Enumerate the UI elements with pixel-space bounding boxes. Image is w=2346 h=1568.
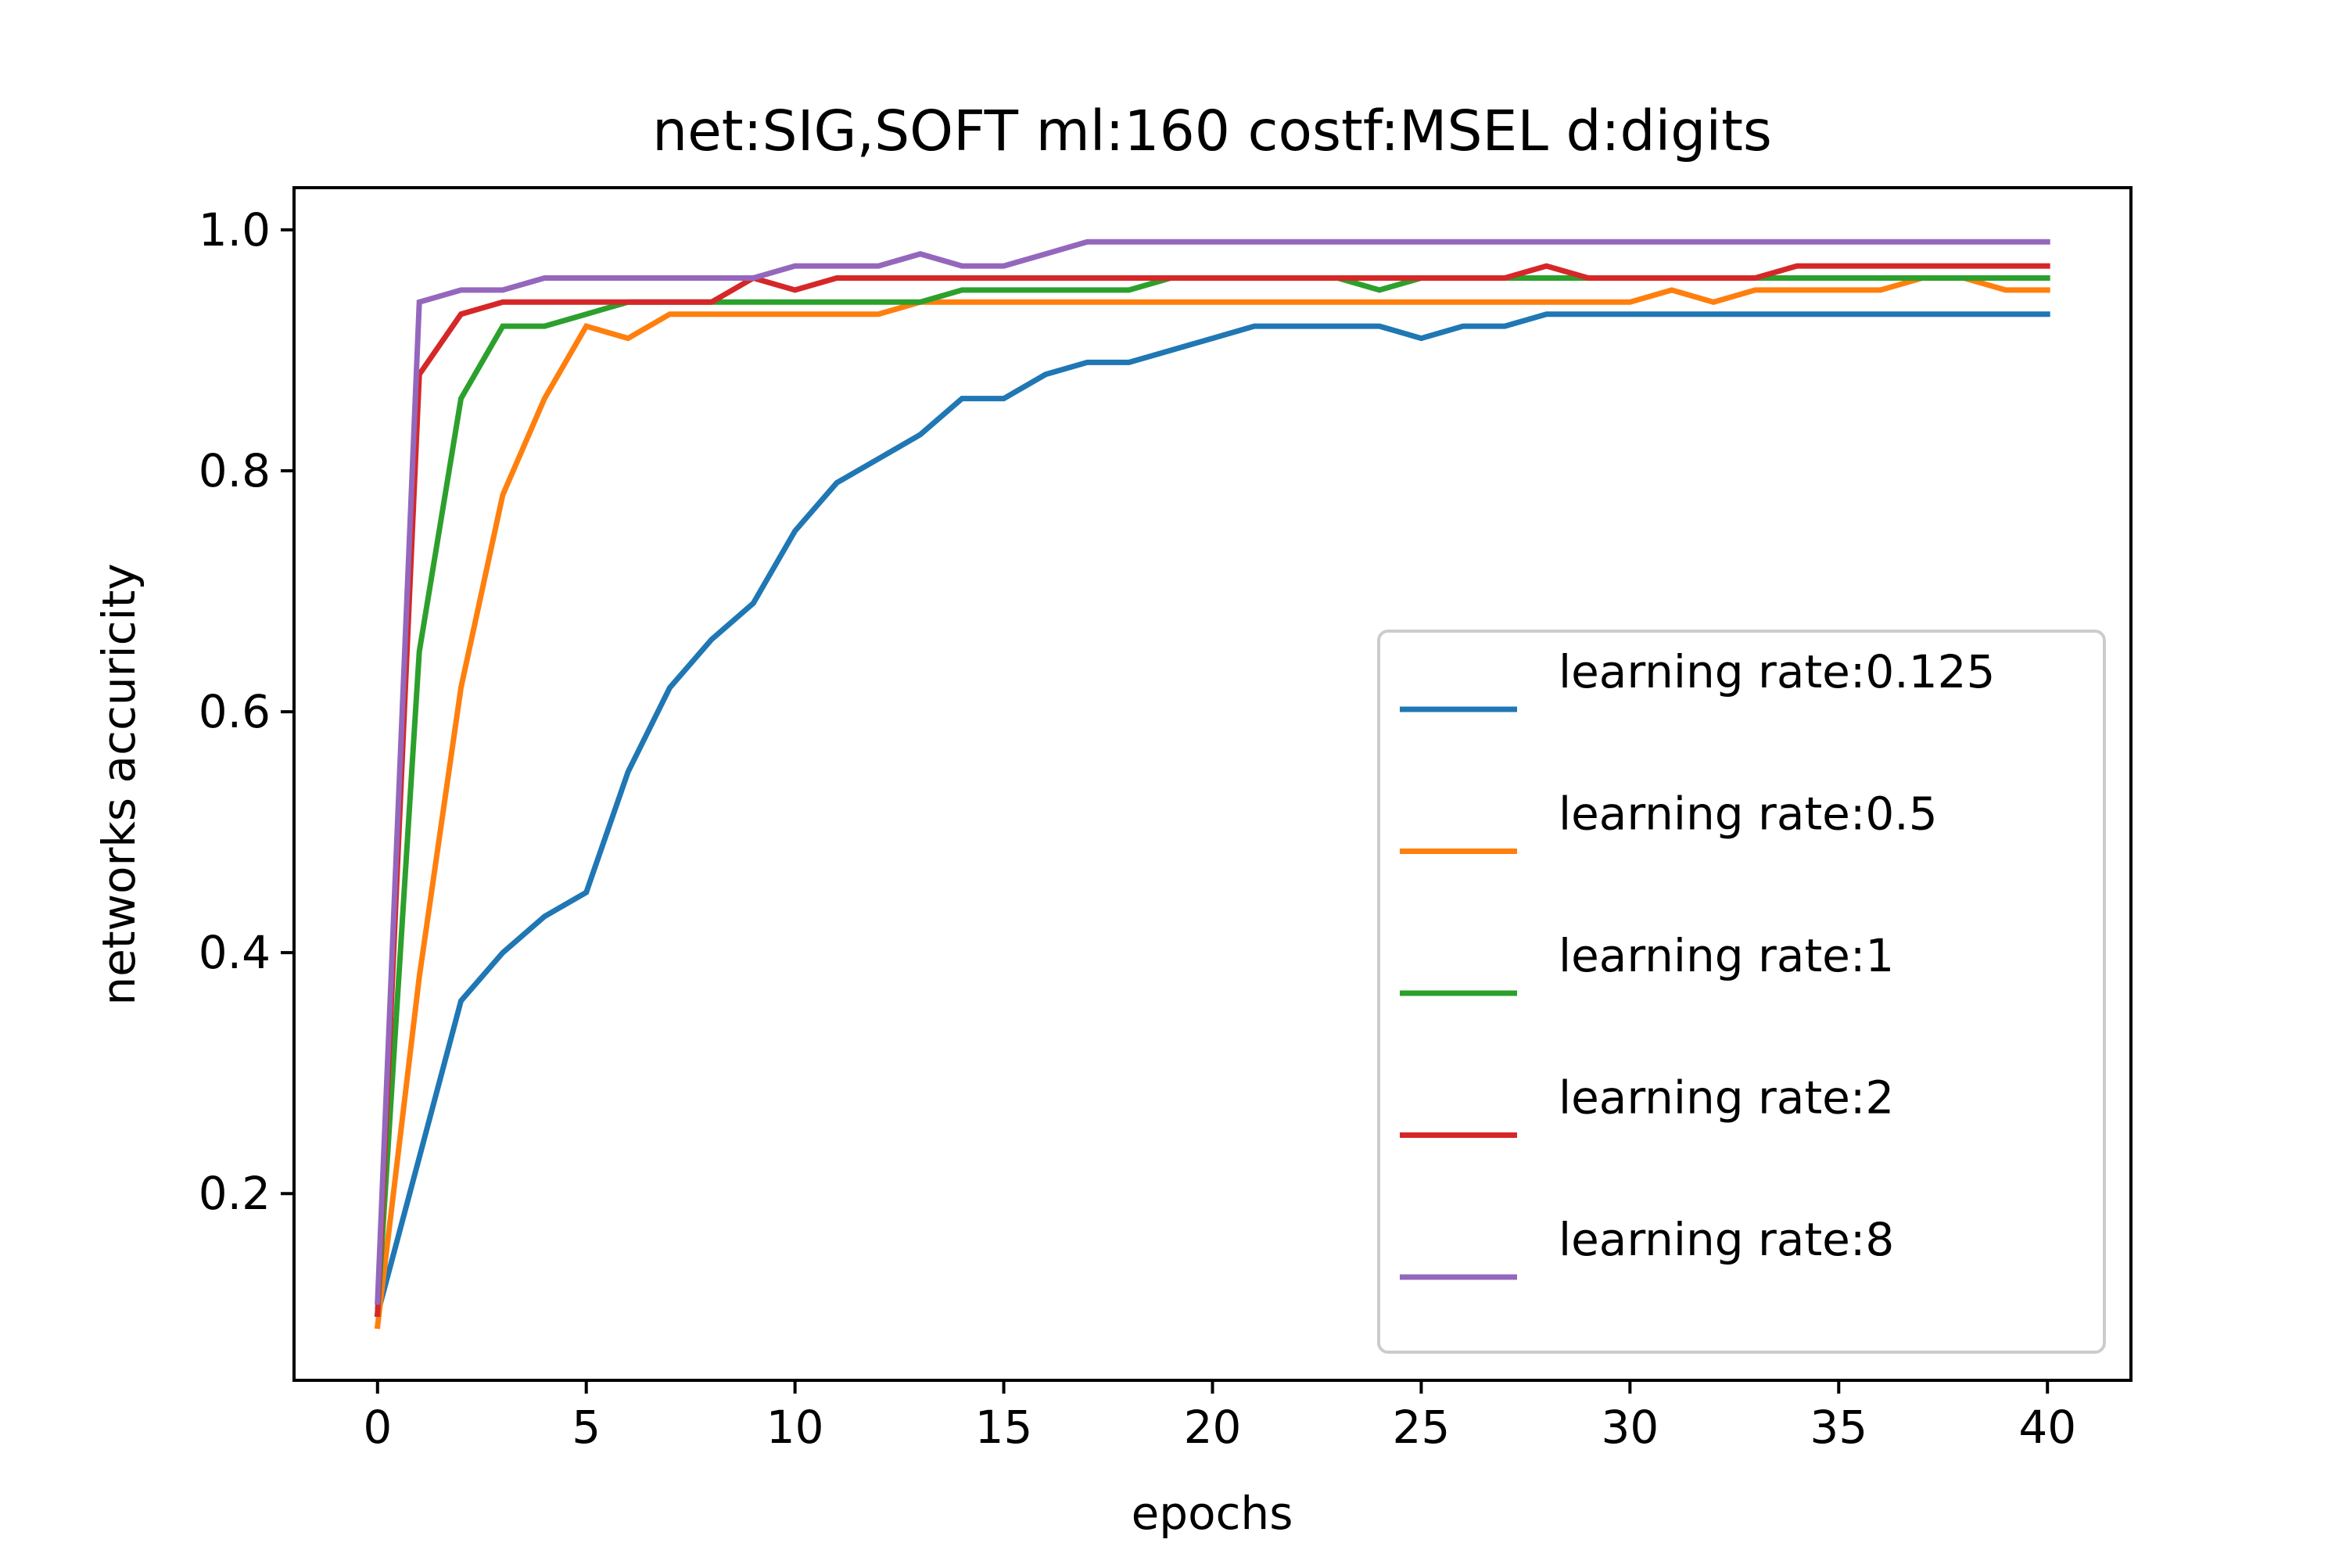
legend-frame: [1377, 630, 2106, 1354]
x-tick-label: 20: [1184, 1401, 1242, 1454]
legend-label: learning rate:1: [1559, 929, 1894, 982]
y-tick-label: 0.2: [199, 1167, 271, 1220]
x-tick-label: 10: [766, 1401, 824, 1454]
x-tick-label: 30: [1601, 1401, 1659, 1454]
y-tick-label: 1.0: [199, 203, 271, 257]
series-lines: [374, 239, 2050, 1329]
x-axis-label: epochs: [1132, 1487, 1293, 1540]
x-tick-label: 0: [363, 1401, 392, 1454]
x-tick-label: 25: [1393, 1401, 1451, 1454]
x-tick-label: 5: [572, 1401, 601, 1454]
x-tick-label: 35: [1810, 1401, 1867, 1454]
x-axis-ticks: 0 5 10 15 20 25 30 35 40: [363, 1380, 2076, 1454]
y-tick-label: 0.6: [199, 685, 271, 738]
series-line: [374, 275, 2050, 1329]
series-line: [375, 239, 2050, 1305]
plot-area-frame: [292, 186, 2133, 1382]
legend-label: learning rate:2: [1559, 1071, 1894, 1125]
x-tick-label: 40: [2018, 1401, 2076, 1454]
x-tick-label: 15: [975, 1401, 1033, 1454]
legend-label: learning rate:8: [1559, 1213, 1894, 1266]
y-tick-label: 0.4: [199, 926, 271, 979]
legend: learning rate:0.125 learning rate:0.5 lear…: [1377, 630, 2106, 1354]
y-axis-label: networks accuricity: [92, 563, 145, 1005]
chart-title: net:SIG,SOFT ml:160 costf:MSEL d:digits: [652, 99, 1772, 163]
series-line: [375, 263, 2050, 1317]
series-line: [374, 311, 2050, 1318]
y-tick-label: 0.8: [199, 444, 271, 497]
legend-label: learning rate:0.5: [1559, 788, 1938, 841]
legend-label: learning rate:0.125: [1559, 645, 1995, 698]
y-axis-ticks: 0.2 0.4 0.6 0.8 1.0: [199, 203, 294, 1220]
